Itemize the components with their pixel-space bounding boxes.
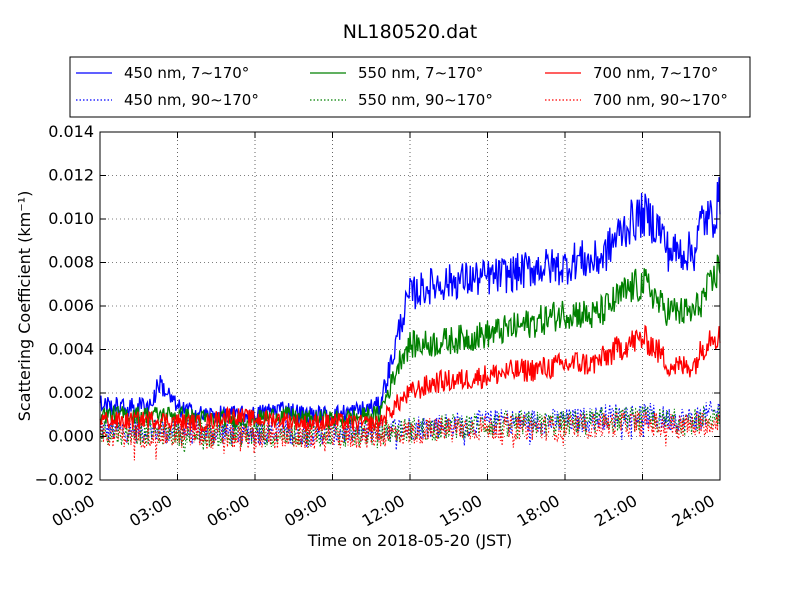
y-tick-label: −0.002 bbox=[35, 470, 94, 489]
y-tick-label: 0.012 bbox=[48, 166, 94, 185]
y-tick-label: 0.000 bbox=[48, 427, 94, 446]
y-tick-label: 0.008 bbox=[48, 253, 94, 272]
ticks: −0.002 0.000 0.002 0.004 0.006 0.008 0.010 0.01… bbox=[35, 122, 721, 531]
x-tick-label: 24:00 bbox=[669, 491, 718, 531]
series-line bbox=[99, 324, 721, 435]
chart-title: NL180520.dat bbox=[343, 21, 478, 43]
legend-label: 550 nm, 7∼170° bbox=[358, 64, 483, 82]
legend-frame bbox=[69, 56, 751, 118]
legend-label: 700 nm, 7∼170° bbox=[593, 64, 718, 82]
y-tick-label: 0.010 bbox=[48, 209, 94, 228]
x-tick-label: 06:00 bbox=[204, 491, 253, 531]
y-tick-label: 0.014 bbox=[48, 122, 94, 141]
y-tick-label: 0.006 bbox=[48, 296, 94, 315]
legend-label: 700 nm, 90∼170° bbox=[593, 91, 728, 109]
y-tick-label: 0.004 bbox=[48, 340, 94, 359]
x-tick-label: 12:00 bbox=[359, 491, 408, 531]
legend-label: 450 nm, 7∼170° bbox=[124, 64, 249, 82]
series-line bbox=[99, 254, 721, 430]
legend: 450 nm, 7∼170° 550 nm, 7∼170° 700 nm, 7∼17… bbox=[69, 56, 751, 118]
x-tick-label: 21:00 bbox=[591, 491, 640, 531]
series-layer bbox=[99, 177, 721, 461]
y-tick-label: 0.002 bbox=[48, 383, 94, 402]
x-tick-label: 18:00 bbox=[514, 491, 563, 531]
x-tick-label: 03:00 bbox=[126, 491, 175, 531]
x-tick-label: 00:00 bbox=[49, 491, 98, 531]
series-line bbox=[99, 400, 721, 451]
legend-label: 550 nm, 90∼170° bbox=[358, 91, 493, 109]
series-line bbox=[99, 405, 721, 453]
x-tick-label: 15:00 bbox=[436, 491, 485, 531]
x-tick-label: 09:00 bbox=[281, 491, 330, 531]
series-line bbox=[99, 177, 721, 425]
legend-label: 450 nm, 90∼170° bbox=[124, 91, 259, 109]
y-axis-label: Scattering Coefficient (km⁻¹) bbox=[15, 191, 34, 422]
x-axis-label: Time on 2018-05-20 (JST) bbox=[307, 531, 512, 550]
